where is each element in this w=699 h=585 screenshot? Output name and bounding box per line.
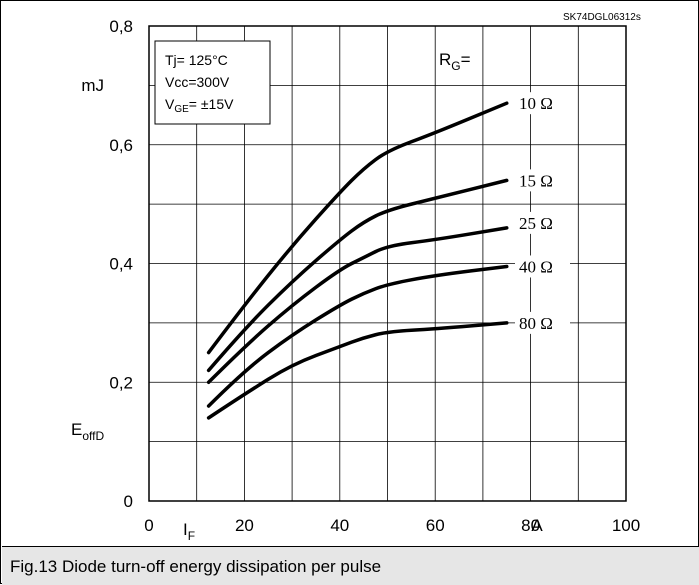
x-tick-label: 100: [612, 516, 640, 535]
series-label: 10 Ω: [519, 94, 553, 113]
y-axis-label: EoffD: [71, 420, 104, 443]
series-line: [206, 178, 509, 373]
y-tick-label: 0,8: [109, 17, 133, 36]
series-label-background: [515, 92, 570, 115]
y-axis-unit: mJ: [81, 76, 104, 95]
figure-caption: Fig.13 Diode turn-off energy dissipation…: [10, 557, 382, 576]
series-label-background: [515, 311, 570, 334]
x-tick-label: 0: [144, 516, 153, 535]
x-axis-unit: A: [531, 516, 543, 535]
series-label: 40 Ω: [519, 257, 553, 276]
watermark: SK74DGL06312s: [563, 12, 641, 23]
y-tick-label: 0,4: [109, 255, 133, 274]
series-label: 25 Ω: [519, 214, 553, 233]
caption-bar: Fig.13 Diode turn-off energy dissipation…: [2, 546, 699, 585]
y-tick-labels: 0 0,2 0,4 0,6 0,8: [109, 17, 133, 511]
condition-tj: Tj= 125°C: [165, 52, 228, 68]
x-tick-label: 80: [521, 516, 540, 535]
series-label-background: [515, 169, 570, 192]
condition-vcc: Vcc=300V: [165, 74, 230, 90]
series-label: 80 Ω: [519, 314, 553, 333]
series-line: [206, 226, 509, 384]
x-tick-label: 60: [426, 516, 445, 535]
chart: 0 20 40 60 80 100 0 0,2 0,4 0,6 0,8 SK74DGL06312s…: [71, 12, 641, 543]
x-tick-labels: 0 20 40 60 80 100: [144, 516, 640, 535]
series-line: [206, 264, 509, 408]
y-tick-label: 0: [124, 492, 133, 511]
x-tick-label: 20: [235, 516, 254, 535]
plot-border: [148, 25, 627, 502]
condition-vge: VGE= ±15V: [165, 96, 234, 115]
x-tick-label: 40: [330, 516, 349, 535]
curves: [206, 101, 509, 420]
conditions-box: Tj= 125°C Vcc=300V VGE= ±15V: [154, 40, 271, 125]
rg-title: RG=: [439, 50, 471, 73]
series-line: [206, 321, 509, 420]
series-label: 15 Ω: [519, 171, 553, 190]
series-label-background: [515, 255, 570, 278]
series-labels: 10 Ω 15 Ω 25 Ω 40 Ω 80 Ω: [515, 92, 570, 334]
y-tick-label: 0,6: [109, 136, 133, 155]
series-line: [206, 101, 509, 355]
x-axis-label: IF: [183, 520, 195, 543]
y-tick-label: 0,2: [109, 373, 133, 392]
series-label-background: [515, 211, 570, 234]
